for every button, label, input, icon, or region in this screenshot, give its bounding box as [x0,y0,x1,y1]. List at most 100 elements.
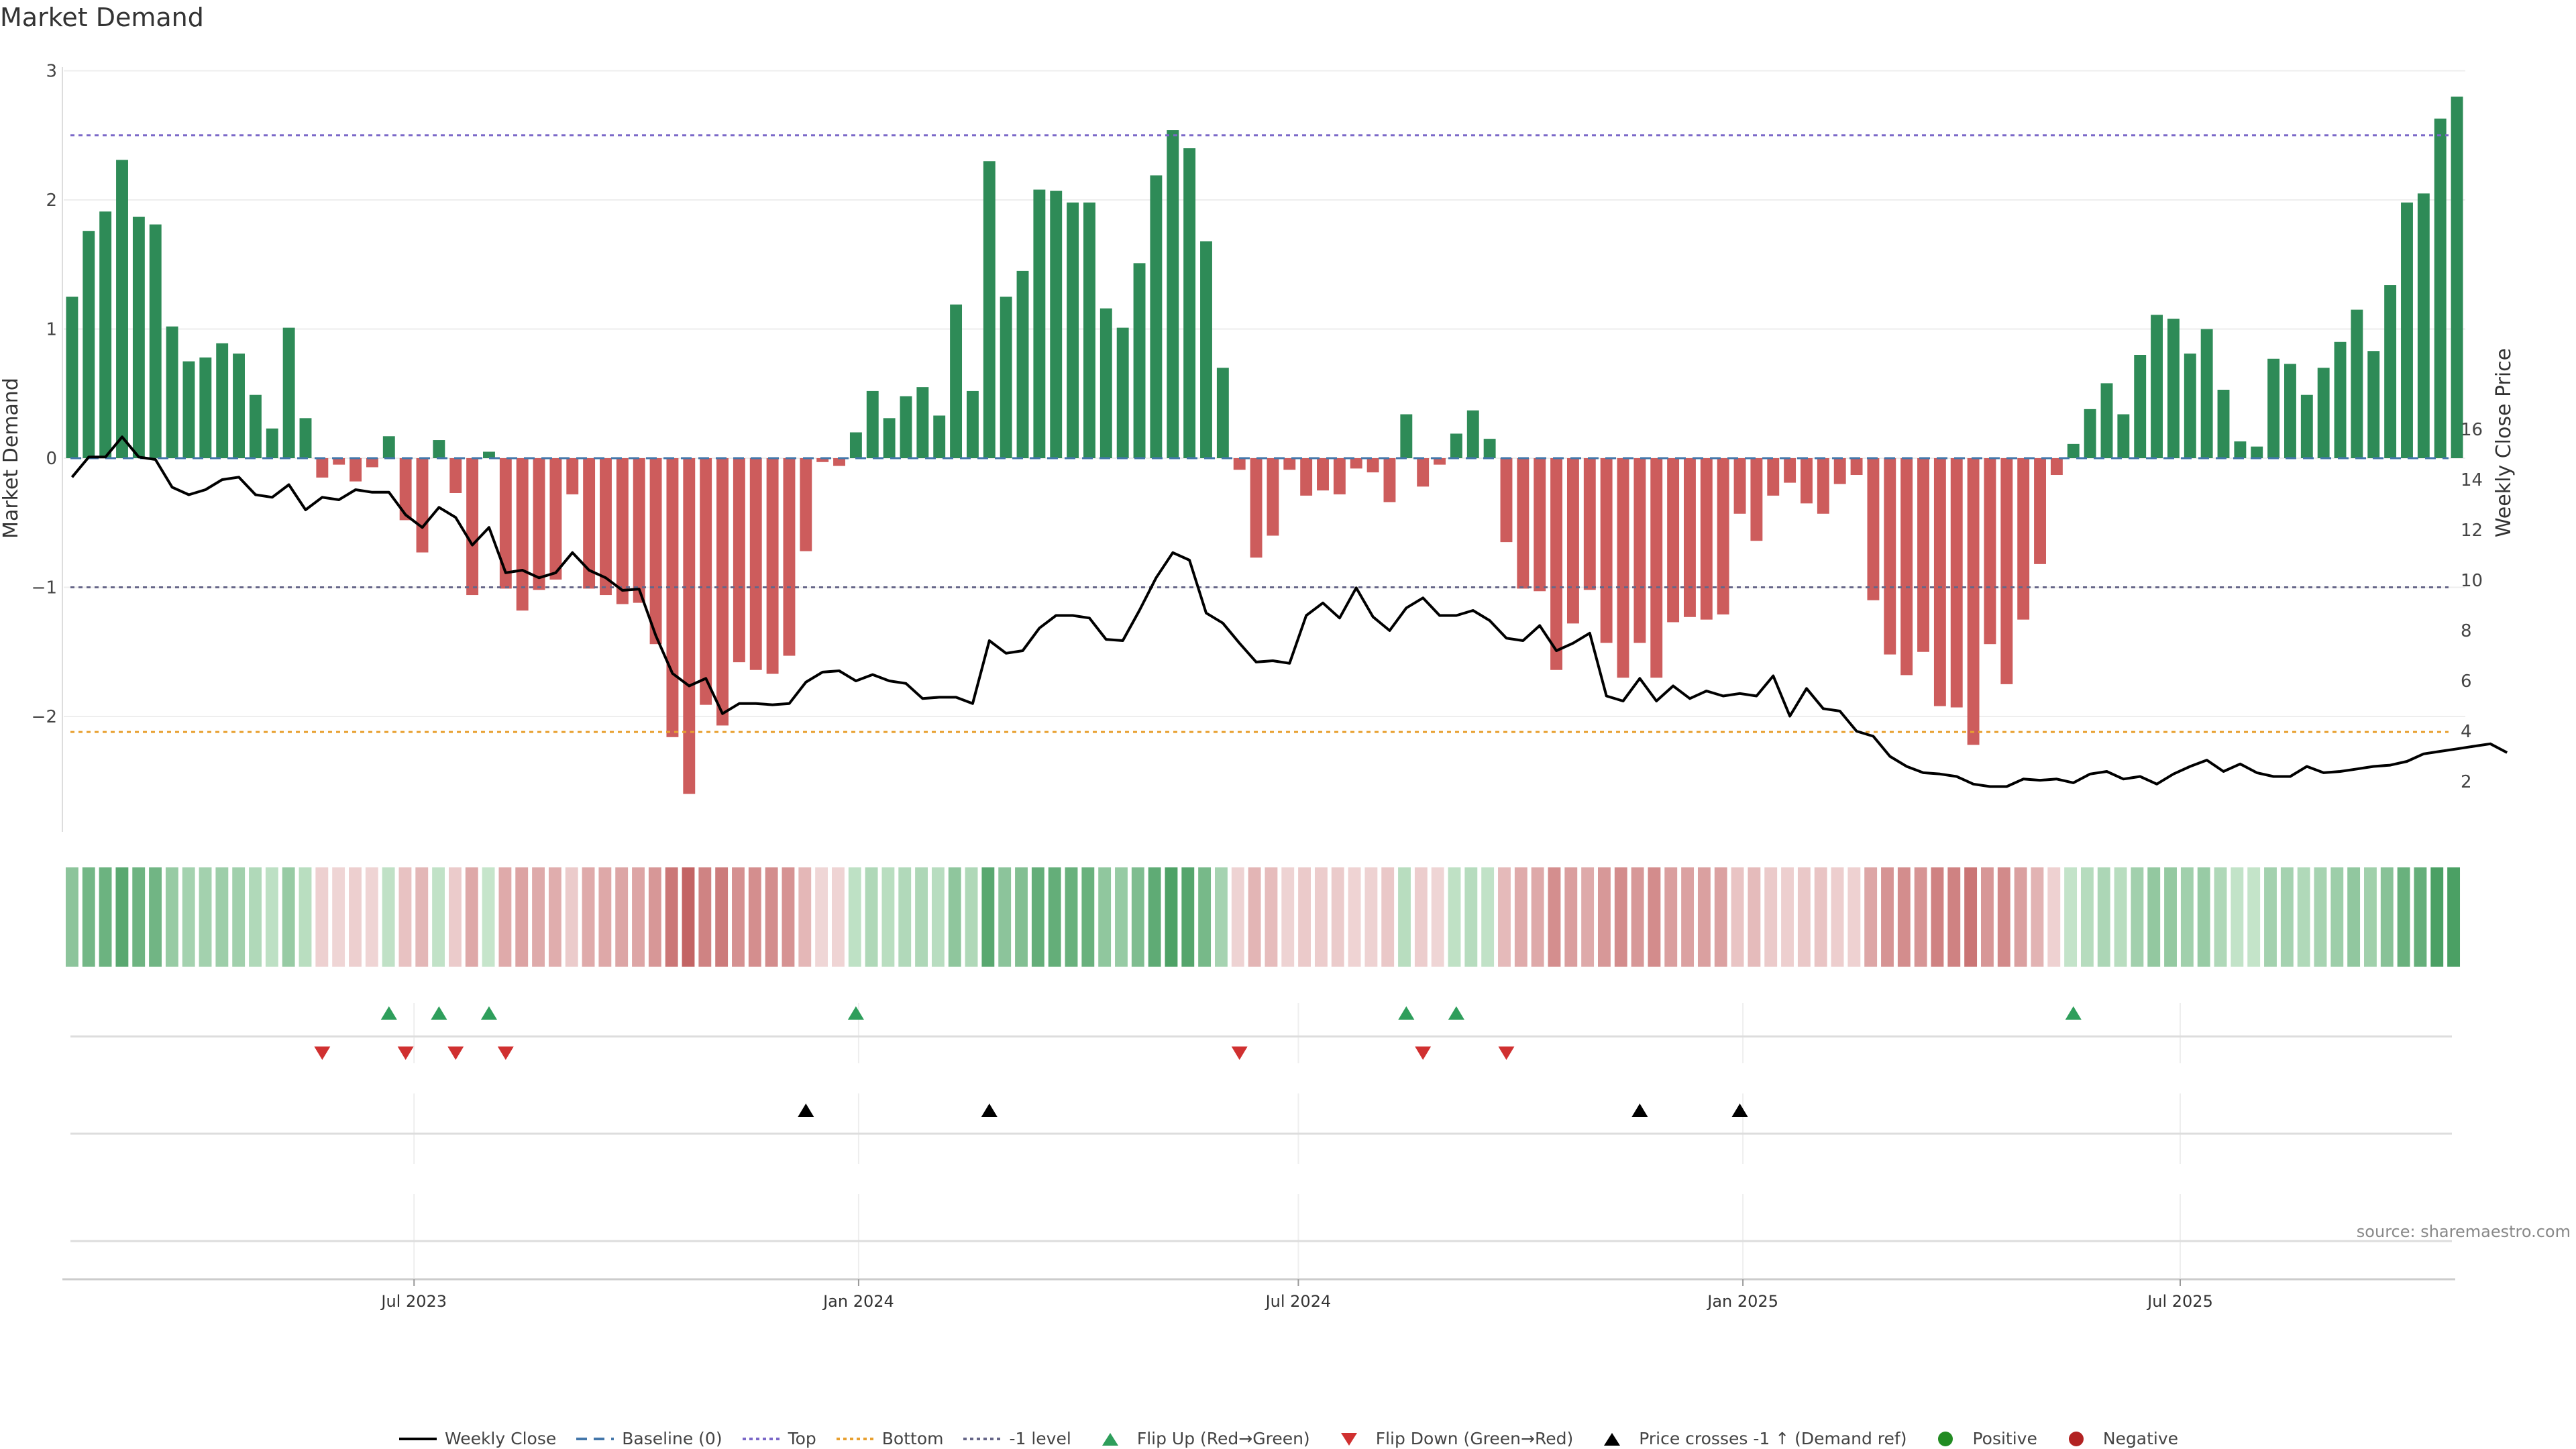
y-left-tick-label: 1 [46,320,57,340]
heat-cell [665,867,678,967]
flip-up-marker [1398,1006,1415,1020]
demand-bar [716,458,729,726]
heat-cell [1748,867,1761,967]
heat-cell [732,867,745,967]
demand-bar [299,418,312,458]
demand-bar [1116,327,1129,458]
demand-bar [1517,458,1529,589]
demand-bar [1667,458,1680,623]
heat-cell [2080,867,2094,967]
heat-cell [415,867,429,967]
heat-cell [1531,867,1544,967]
demand-bar [1450,433,1462,458]
heat-cell [1831,867,1844,967]
legend-item-negative: Negative [2056,1429,2178,1448]
demand-bar [1867,458,1880,600]
heat-cell [715,867,729,967]
demand-bar [2434,118,2447,459]
y-left-axis-title: Market Demand [0,378,23,539]
demand-bar [1850,458,1863,476]
source-note: source: sharemaestro.com [2356,1222,2571,1241]
demand-bar [1950,458,1963,708]
heat-cell [881,867,895,967]
heat-cell [1514,867,1527,967]
flip-up-marker [431,1006,447,1020]
flip-markers [314,1006,2082,1060]
demand-bar [2284,364,2296,458]
heat-cell [515,867,529,967]
legend-label: Positive [1972,1429,2037,1448]
price-cross-markers [798,1104,1748,1117]
x-tick-label: Jul 2023 [380,1292,447,1311]
demand-bar [2234,441,2247,458]
heat-cell [1847,867,1861,967]
heat-cell [1897,867,1911,967]
demand-bar [433,440,445,458]
demand-bar [1267,458,1279,536]
demand-bar [366,458,378,468]
demand-bar [2167,319,2180,458]
heat-cell [1764,867,1778,967]
demand-bar [483,451,495,459]
demand-bar [1083,202,1095,458]
heat-cell [2297,867,2310,967]
demand-bar [1133,263,1146,458]
heat-cell [998,867,1012,967]
heat-cell [1481,867,1495,967]
demand-bar [950,304,963,458]
chart-title: Market Demand [0,3,204,32]
demand-bar [983,161,996,458]
demand-bar [1767,458,1780,496]
heat-cell [2031,867,2044,967]
heat-cell [898,867,912,967]
demand-bar [1884,458,1896,655]
demand-bar [2384,285,2397,458]
heat-cell [632,867,645,967]
demand-bar [849,432,862,458]
legend-label: Price crosses -1 ↑ (Demand ref) [1639,1429,1907,1448]
heat-cell [2147,867,2161,967]
y-left-tick-label: 2 [46,191,57,211]
heat-cell [1964,867,1978,967]
heat-cell [315,867,329,967]
demand-bar [600,458,612,596]
demand-bar [350,458,362,482]
heat-cell [1031,867,1044,967]
demand-bar [1300,458,1313,496]
demand-bar [533,458,545,590]
heat-cell [1864,867,1878,967]
demand-bar [900,396,912,458]
x-tick-label: Jul 2025 [2146,1292,2213,1311]
legend-item-bottom: Bottom [835,1429,943,1448]
legend-swatch-flip_up [1102,1432,1118,1446]
heat-cell [1314,867,1328,967]
flip-up-marker [480,1006,497,1020]
demand-bar [766,458,779,674]
demand-bar [833,458,845,466]
flip-up-marker [847,1006,864,1020]
heat-cell [215,867,229,967]
price-cross-marker [1631,1104,1648,1117]
demand-bar [1400,414,1413,458]
demand-bar [1684,458,1696,617]
demand-bar [2034,458,2046,564]
demand-bar [2317,368,2330,458]
demand-bar [1417,458,1430,487]
demand-bar [233,354,245,458]
demand-bar [1366,458,1379,473]
heat-cell [1215,867,1228,967]
heat-cell [2114,867,2127,967]
y-right-tick-label: 14 [2461,470,2483,490]
demand-bar [649,458,662,645]
reference-lines [70,134,2449,733]
heat-cell [498,867,512,967]
heat-cell [382,867,395,967]
heat-cell [1548,867,1561,967]
legend-item-flip_up: Flip Up (Red→Green) [1090,1429,1310,1448]
heat-cell [2014,867,2027,967]
heat-cell [1881,867,1894,967]
heat-cell [282,867,295,967]
y-right-tick-label: 16 [2461,420,2483,440]
demand-bar [683,458,696,794]
